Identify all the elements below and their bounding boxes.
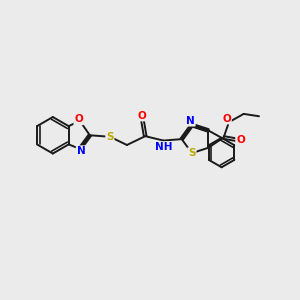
Text: N: N	[76, 146, 85, 156]
Text: O: O	[222, 114, 231, 124]
Text: N: N	[186, 116, 195, 126]
Text: S: S	[188, 148, 196, 158]
Text: O: O	[74, 114, 83, 124]
Text: NH: NH	[155, 142, 172, 152]
Text: O: O	[138, 110, 147, 121]
Text: O: O	[236, 135, 245, 145]
Text: S: S	[106, 132, 114, 142]
